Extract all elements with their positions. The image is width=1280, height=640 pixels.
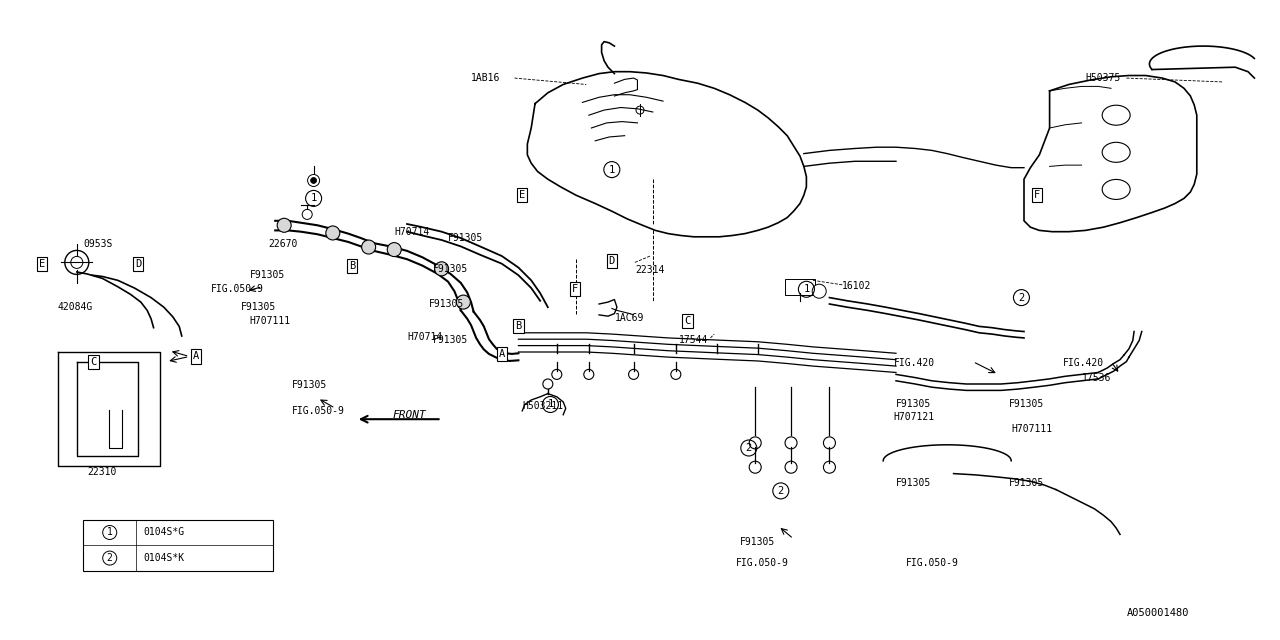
Text: H503211: H503211 <box>522 401 563 412</box>
Text: FIG.050-9: FIG.050-9 <box>736 558 788 568</box>
Circle shape <box>307 175 320 186</box>
Text: H70714: H70714 <box>407 332 443 342</box>
Circle shape <box>584 369 594 380</box>
Text: 2: 2 <box>746 443 751 453</box>
Text: E: E <box>520 190 525 200</box>
Text: A: A <box>499 349 504 359</box>
Circle shape <box>671 369 681 380</box>
Text: F: F <box>572 284 577 294</box>
Text: 16102: 16102 <box>842 281 872 291</box>
Text: 22310: 22310 <box>87 467 116 477</box>
Text: 1: 1 <box>106 527 113 538</box>
Text: 0104S*K: 0104S*K <box>143 553 184 563</box>
Text: C: C <box>685 316 690 326</box>
Text: FIG.050-9: FIG.050-9 <box>906 558 959 568</box>
Circle shape <box>628 369 639 380</box>
Text: F91305: F91305 <box>429 299 465 309</box>
Circle shape <box>785 461 797 473</box>
Text: 42084G: 42084G <box>58 302 93 312</box>
Text: F91305: F91305 <box>896 399 932 410</box>
Circle shape <box>749 437 762 449</box>
Text: 2: 2 <box>778 486 783 496</box>
Text: 1AB16: 1AB16 <box>471 73 500 83</box>
Text: 1: 1 <box>804 284 809 294</box>
Text: A: A <box>193 351 198 362</box>
Circle shape <box>278 218 291 232</box>
Text: F91305: F91305 <box>241 302 276 312</box>
Circle shape <box>813 284 826 298</box>
Circle shape <box>552 369 562 380</box>
Circle shape <box>435 262 448 276</box>
Text: B: B <box>516 321 521 332</box>
Circle shape <box>457 295 470 309</box>
Circle shape <box>636 106 644 114</box>
Text: 1: 1 <box>609 164 614 175</box>
Circle shape <box>388 243 401 257</box>
Circle shape <box>823 437 836 449</box>
Text: H707111: H707111 <box>250 316 291 326</box>
Circle shape <box>749 461 762 473</box>
Circle shape <box>326 226 339 240</box>
Text: F91305: F91305 <box>896 478 932 488</box>
Text: 17536: 17536 <box>1082 372 1111 383</box>
Text: F91305: F91305 <box>1009 478 1044 488</box>
Text: 22314: 22314 <box>635 265 664 275</box>
Circle shape <box>362 240 375 254</box>
Text: D: D <box>136 259 141 269</box>
Bar <box>785 278 815 294</box>
Text: FIG.420: FIG.420 <box>893 358 934 368</box>
Text: C: C <box>91 356 96 367</box>
Text: H50375: H50375 <box>1085 73 1121 83</box>
Text: F91305: F91305 <box>1009 399 1044 410</box>
Text: 1AC69: 1AC69 <box>614 313 644 323</box>
Text: 22670: 22670 <box>269 239 298 250</box>
Text: F: F <box>1034 190 1039 200</box>
Text: D: D <box>609 256 614 266</box>
Circle shape <box>543 379 553 389</box>
Text: 2: 2 <box>1019 292 1024 303</box>
Polygon shape <box>527 72 806 237</box>
Text: F91305: F91305 <box>433 335 468 346</box>
Circle shape <box>785 437 797 449</box>
Text: E: E <box>40 259 45 269</box>
Circle shape <box>302 209 312 220</box>
Text: 0953S: 0953S <box>83 239 113 250</box>
Text: 1: 1 <box>548 399 553 410</box>
Text: F91305: F91305 <box>740 537 776 547</box>
Text: F91305: F91305 <box>292 380 328 390</box>
Text: FIG.050-9: FIG.050-9 <box>292 406 344 416</box>
Text: FIG.050-9: FIG.050-9 <box>211 284 264 294</box>
Circle shape <box>311 177 316 184</box>
Polygon shape <box>1024 76 1197 232</box>
Text: F91305: F91305 <box>433 264 468 274</box>
Text: H70714: H70714 <box>394 227 430 237</box>
Text: 17544: 17544 <box>678 335 708 346</box>
Text: F91305: F91305 <box>448 233 484 243</box>
Text: 1: 1 <box>311 193 316 204</box>
Circle shape <box>823 461 836 473</box>
Text: B: B <box>349 260 355 271</box>
Text: 0104S*G: 0104S*G <box>143 527 184 538</box>
Text: H707121: H707121 <box>893 412 934 422</box>
Text: FRONT: FRONT <box>393 410 426 420</box>
Text: A050001480: A050001480 <box>1126 608 1189 618</box>
Text: F91305: F91305 <box>250 270 285 280</box>
Bar <box>83 520 273 571</box>
Text: FIG.420: FIG.420 <box>1062 358 1103 368</box>
Text: H707111: H707111 <box>1011 424 1052 434</box>
Text: 2: 2 <box>106 553 113 563</box>
